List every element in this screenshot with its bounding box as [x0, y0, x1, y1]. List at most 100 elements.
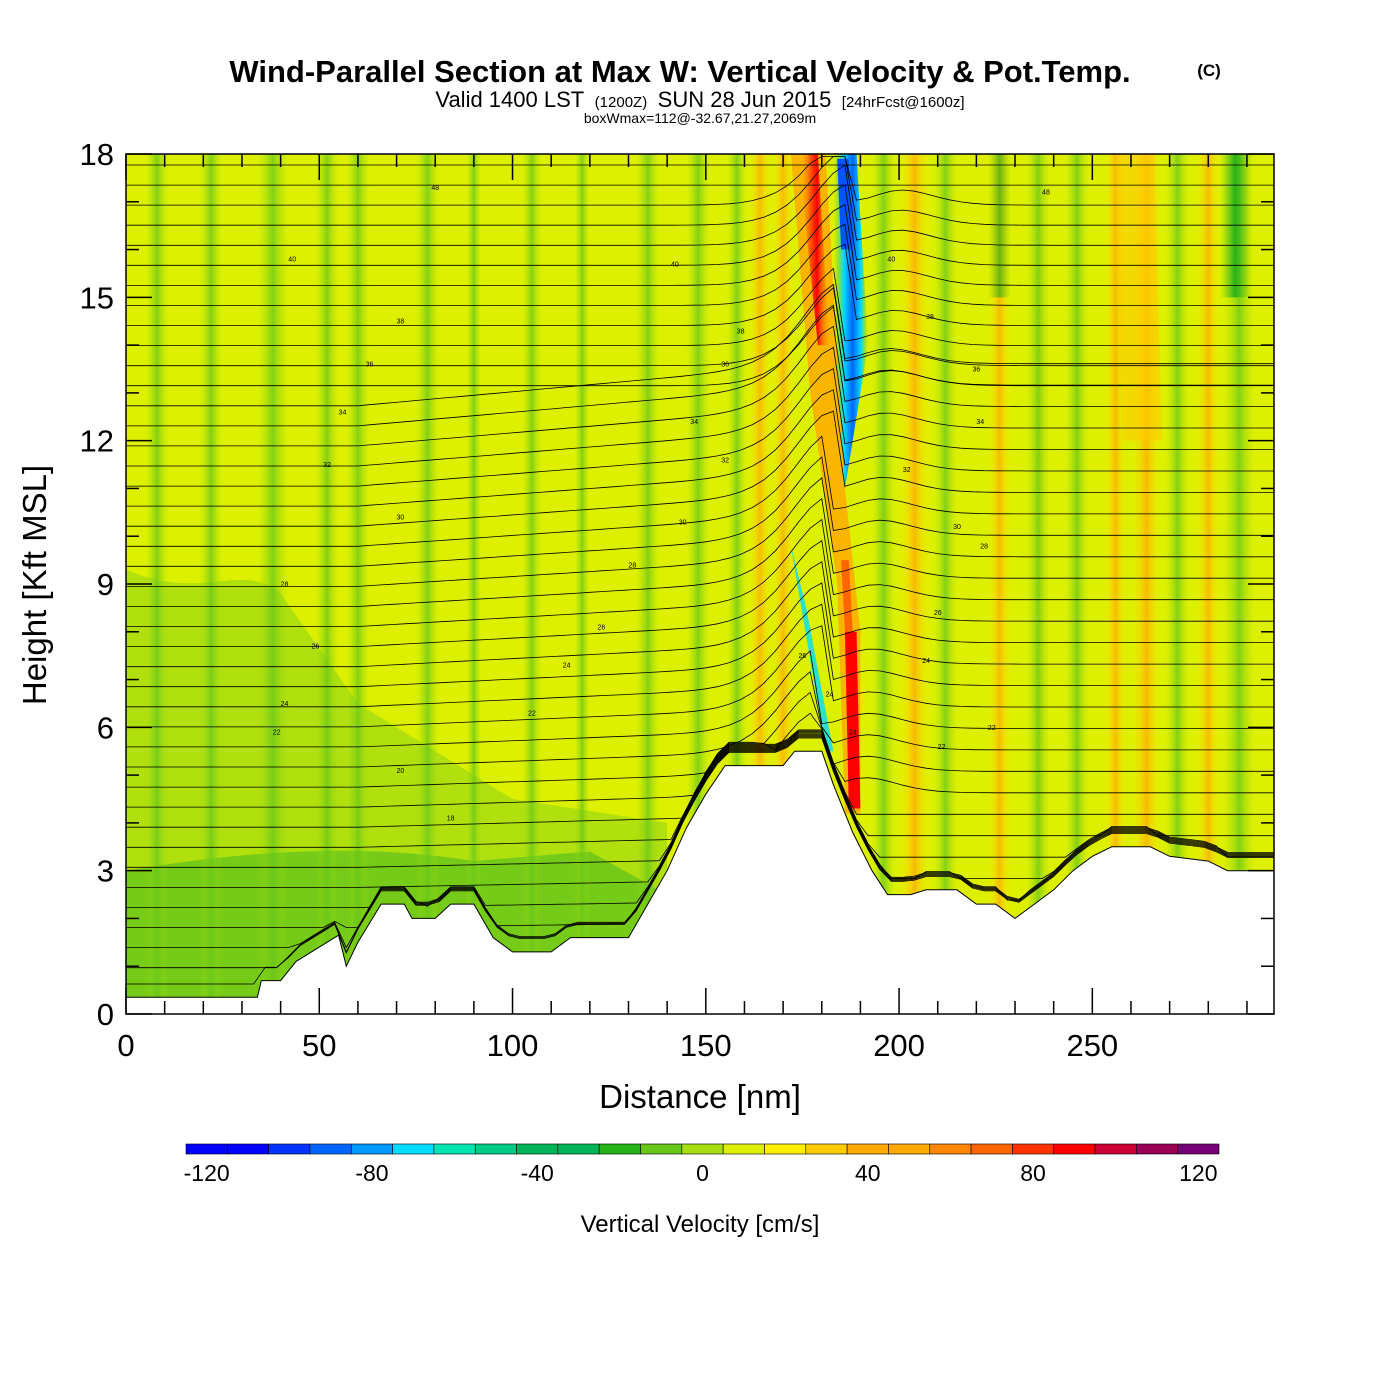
colorbar-bin [805, 1143, 848, 1155]
colorbar-bin [970, 1143, 1013, 1155]
theta-contour-label: 40 [887, 257, 895, 264]
colorbar-tick-label: 120 [1179, 1160, 1217, 1186]
theta-contour-label-text: 40 [288, 257, 296, 264]
theta-contour-label-text: 30 [679, 519, 687, 526]
colorbar-bin [846, 1143, 889, 1155]
theta-contour [126, 306, 1274, 387]
theta-contour-label-text: 22 [988, 725, 996, 732]
velocity-streak [415, 154, 440, 1014]
velocity-streak [257, 154, 289, 1014]
x-tick-label: 150 [680, 1028, 732, 1063]
theta-contour [126, 283, 1274, 407]
theta-contour-label-text: 22 [273, 730, 281, 737]
theta-contour [126, 732, 1274, 888]
theta-contour [126, 712, 1274, 808]
theta-contour-label-text: 22 [528, 711, 536, 718]
colorbar-bin [888, 1143, 931, 1155]
theta-contour-label: 18 [447, 816, 455, 823]
colorbar-bin [1094, 1143, 1137, 1155]
theta-contour [126, 497, 1274, 607]
theta-contour [126, 582, 1274, 688]
theta-contour-label: 32 [721, 457, 729, 464]
theta-contour-label: 48 [431, 185, 439, 192]
velocity-streak [1065, 154, 1089, 1014]
y-tick-label: 0 [97, 997, 114, 1032]
colorbar: -120 -80 -40 0 40 80 120 [184, 1143, 1220, 1186]
theta-contour [126, 625, 1274, 728]
velocity-streak [574, 154, 590, 1014]
colorbar-bin [227, 1143, 269, 1155]
subtitle-valid: Valid 1400 LST [435, 87, 584, 112]
theta-contour [126, 561, 1274, 668]
theta-contour-label: 40 [288, 257, 296, 264]
velocity-streak [1103, 154, 1128, 1014]
velocity-streak [872, 154, 896, 1014]
theta-contour [126, 603, 1274, 708]
x-axis: 0 50 100 150 200 250 [117, 154, 1248, 1063]
theta-contour-label-text: 18 [447, 816, 455, 823]
theta-contour-label-text: 26 [799, 653, 807, 660]
velocity-streak [1196, 154, 1220, 1014]
subtitle-zulu: (1200Z) [595, 94, 648, 111]
theta-contour-label: 28 [628, 562, 636, 569]
theta-contour-label: 30 [953, 524, 961, 531]
velocity-streak [199, 154, 223, 1014]
theta-contour [126, 184, 1274, 266]
x-tick-label: 200 [873, 1028, 925, 1063]
theta-contour-label-text: 28 [628, 562, 636, 569]
theta-contour-label-text: 26 [934, 610, 942, 617]
y-tick-label: 6 [97, 710, 114, 745]
colorbar-tick-label: 0 [696, 1160, 709, 1186]
theta-contour-label: 24 [563, 663, 571, 670]
theta-contour-label: 24 [281, 701, 289, 708]
theta-contour [126, 518, 1274, 627]
theta-contour-label: 26 [934, 610, 942, 617]
theta-contour [126, 733, 1274, 908]
theta-contour-label: 22 [988, 725, 996, 732]
theta-contour-label: 34 [339, 410, 347, 417]
downdraft-core-lower [790, 545, 834, 752]
theta-contour-label: 22 [938, 744, 946, 751]
theta-contour-label-text: 40 [887, 257, 895, 264]
theta-contour-label: 24 [922, 658, 930, 665]
copyright-mark: (C) [1197, 61, 1221, 80]
theta-contour-label-text: 36 [366, 362, 374, 369]
theta-contour-label-text: 36 [721, 362, 729, 369]
y-tick-label: 9 [97, 567, 114, 602]
theta-contour [126, 670, 1274, 768]
theta-contour-label: 30 [397, 515, 405, 522]
chart-title: Wind-Parallel Section at Max W: Vertical… [229, 54, 1130, 89]
theta-contour [126, 156, 1274, 206]
y-tick-label: 18 [80, 137, 114, 172]
theta-contour [126, 243, 1274, 326]
theta-contours [126, 156, 1274, 985]
theta-contour-label-text: 24 [281, 701, 289, 708]
theta-contour [126, 346, 1274, 467]
y-tick-label: 15 [80, 280, 114, 315]
colorbar-bin [598, 1143, 641, 1155]
theta-contour [126, 735, 1274, 949]
colorbar-bin [309, 1143, 352, 1155]
theta-contour-label: 38 [737, 328, 745, 335]
theta-contour-label-text: 38 [737, 328, 745, 335]
colorbar-bin [516, 1143, 559, 1155]
velocity-streak [346, 154, 370, 1014]
theta-contour-label: 24 [849, 730, 857, 737]
theta-contour [126, 540, 1274, 647]
theta-contour-label: 24 [826, 691, 834, 698]
theta-contour [126, 734, 1274, 928]
colorbar-tick-label: 80 [1020, 1160, 1046, 1186]
theta-contour [126, 156, 1274, 226]
theta-contour-label-text: 30 [953, 524, 961, 531]
colorbar-label: Vertical Velocity [cm/s] [581, 1211, 820, 1238]
theta-contour [126, 164, 1274, 246]
downdraft-streak-upper [987, 154, 1012, 298]
theta-contour [126, 737, 1274, 985]
subtitle-date: SUN 28 Jun 2015 [658, 87, 832, 112]
theta-contour-label-text: 48 [431, 185, 439, 192]
theta-contour-label-text: 32 [323, 462, 331, 469]
updraft-core-max [844, 631, 861, 809]
theta-contour-label-text: 26 [598, 625, 606, 632]
